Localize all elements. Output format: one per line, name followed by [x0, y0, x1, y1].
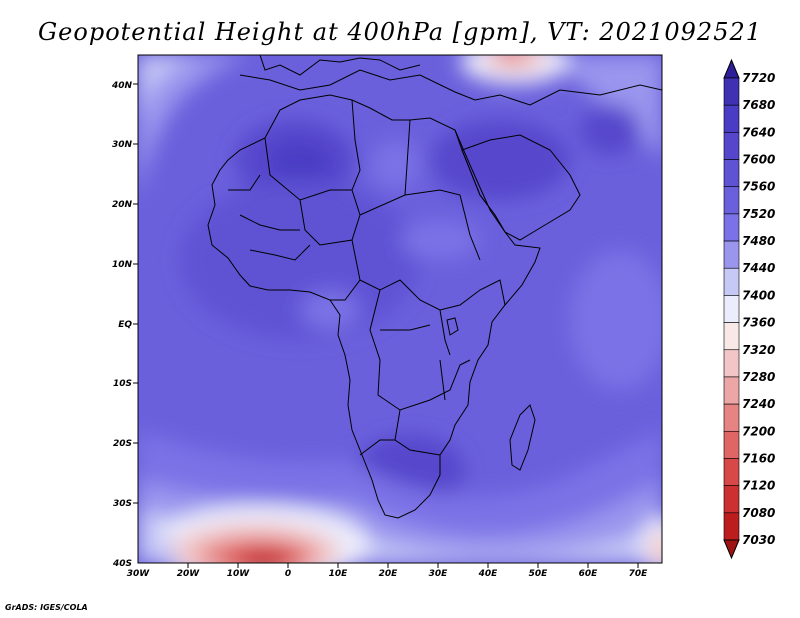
- colorbar-label: 7720: [742, 71, 775, 85]
- colorbar-swatch: [723, 77, 740, 106]
- colorbar-swatch: [723, 267, 740, 296]
- colorbar-swatch: [723, 295, 740, 323]
- colorbar-label: 7680: [742, 98, 775, 112]
- colorbar-label: 7560: [742, 180, 775, 194]
- lon-label: 30E: [429, 569, 449, 579]
- colorbar-label: 7030: [742, 533, 775, 547]
- colorbar-swatch: [723, 430, 740, 459]
- lon-label: 50E: [529, 569, 549, 579]
- colorbar-swatch: [723, 213, 740, 242]
- colorbar-swatch: [723, 512, 740, 541]
- colorbar-swatch: [723, 132, 740, 160]
- colorbar-swatch: [723, 186, 740, 215]
- colorbar-swatch: [723, 458, 740, 486]
- colorbar-label: 7480: [742, 234, 775, 248]
- colorbar: 7720 7680 7640 7600 7560 7520 7480 7440 7400 7360…: [723, 58, 775, 560]
- colorbar-label: 7600: [742, 153, 775, 167]
- colorbar-label: 7320: [742, 343, 775, 357]
- colorbar-label: 7440: [742, 261, 775, 275]
- lon-ticks: [187, 563, 639, 568]
- lat-label: 10S: [113, 379, 132, 389]
- colorbar-swatch: [723, 240, 740, 269]
- grads-credit: GrADS: IGES/COLA: [5, 603, 88, 612]
- colorbar-top-arrow: [723, 58, 740, 79]
- lat-label: EQ: [118, 320, 132, 330]
- lat-label: 20N: [112, 200, 133, 210]
- colorbar-label: 7360: [742, 316, 775, 330]
- lon-label: 20E: [379, 569, 399, 579]
- lat-label: 10N: [112, 260, 133, 270]
- lon-label: 40E: [478, 569, 499, 579]
- colorbar-label: 7400: [742, 288, 775, 302]
- lon-axis: 30W 20W 10W 0 10E 20E 30E 40E 50E 60E 70…: [127, 569, 648, 579]
- colorbar-label: 7240: [742, 397, 775, 411]
- lat-axis: 40N 30N 20N 10N EQ 10S 20S 30S 40S: [111, 81, 133, 569]
- lon-label: 20W: [177, 569, 201, 579]
- lon-label: 10E: [329, 569, 349, 579]
- lat-label: 20S: [113, 439, 132, 449]
- colorbar-label: 7280: [742, 370, 775, 384]
- lon-label: 0: [285, 569, 291, 579]
- country-borders: [207, 55, 662, 519]
- lat-ticks: [133, 83, 138, 504]
- colorbar-swatch: [723, 159, 740, 188]
- colorbar-swatch: [723, 403, 740, 432]
- height-field: [138, 55, 662, 563]
- colorbar-label: 7080: [742, 506, 775, 520]
- lon-label: 30W: [127, 569, 151, 579]
- colorbar-bottom-arrow: [723, 539, 740, 560]
- lat-label: 30N: [112, 140, 133, 150]
- colorbar-swatch: [723, 322, 740, 351]
- lat-label: 40S: [112, 559, 132, 569]
- lon-label: 70E: [629, 569, 649, 579]
- plot-frame: [137, 54, 663, 564]
- colorbar-swatch: [723, 104, 740, 133]
- colorbar-label: 7200: [742, 424, 775, 438]
- lat-label: 30S: [113, 499, 132, 509]
- colorbar-swatch: [723, 349, 740, 378]
- colorbar-swatch: [723, 376, 740, 405]
- lon-label: 60E: [579, 569, 599, 579]
- colorbar-swatch: [723, 485, 740, 514]
- colorbar-label: 7120: [742, 479, 775, 493]
- colorbar-label: 7640: [742, 125, 775, 139]
- colorbar-label: 7520: [742, 207, 775, 221]
- lon-label: 10W: [227, 569, 251, 579]
- lat-label: 40N: [111, 81, 133, 91]
- map-title: Geopotential Height at 400hPa [gpm], VT:…: [38, 18, 762, 46]
- colorbar-label: 7160: [742, 451, 775, 465]
